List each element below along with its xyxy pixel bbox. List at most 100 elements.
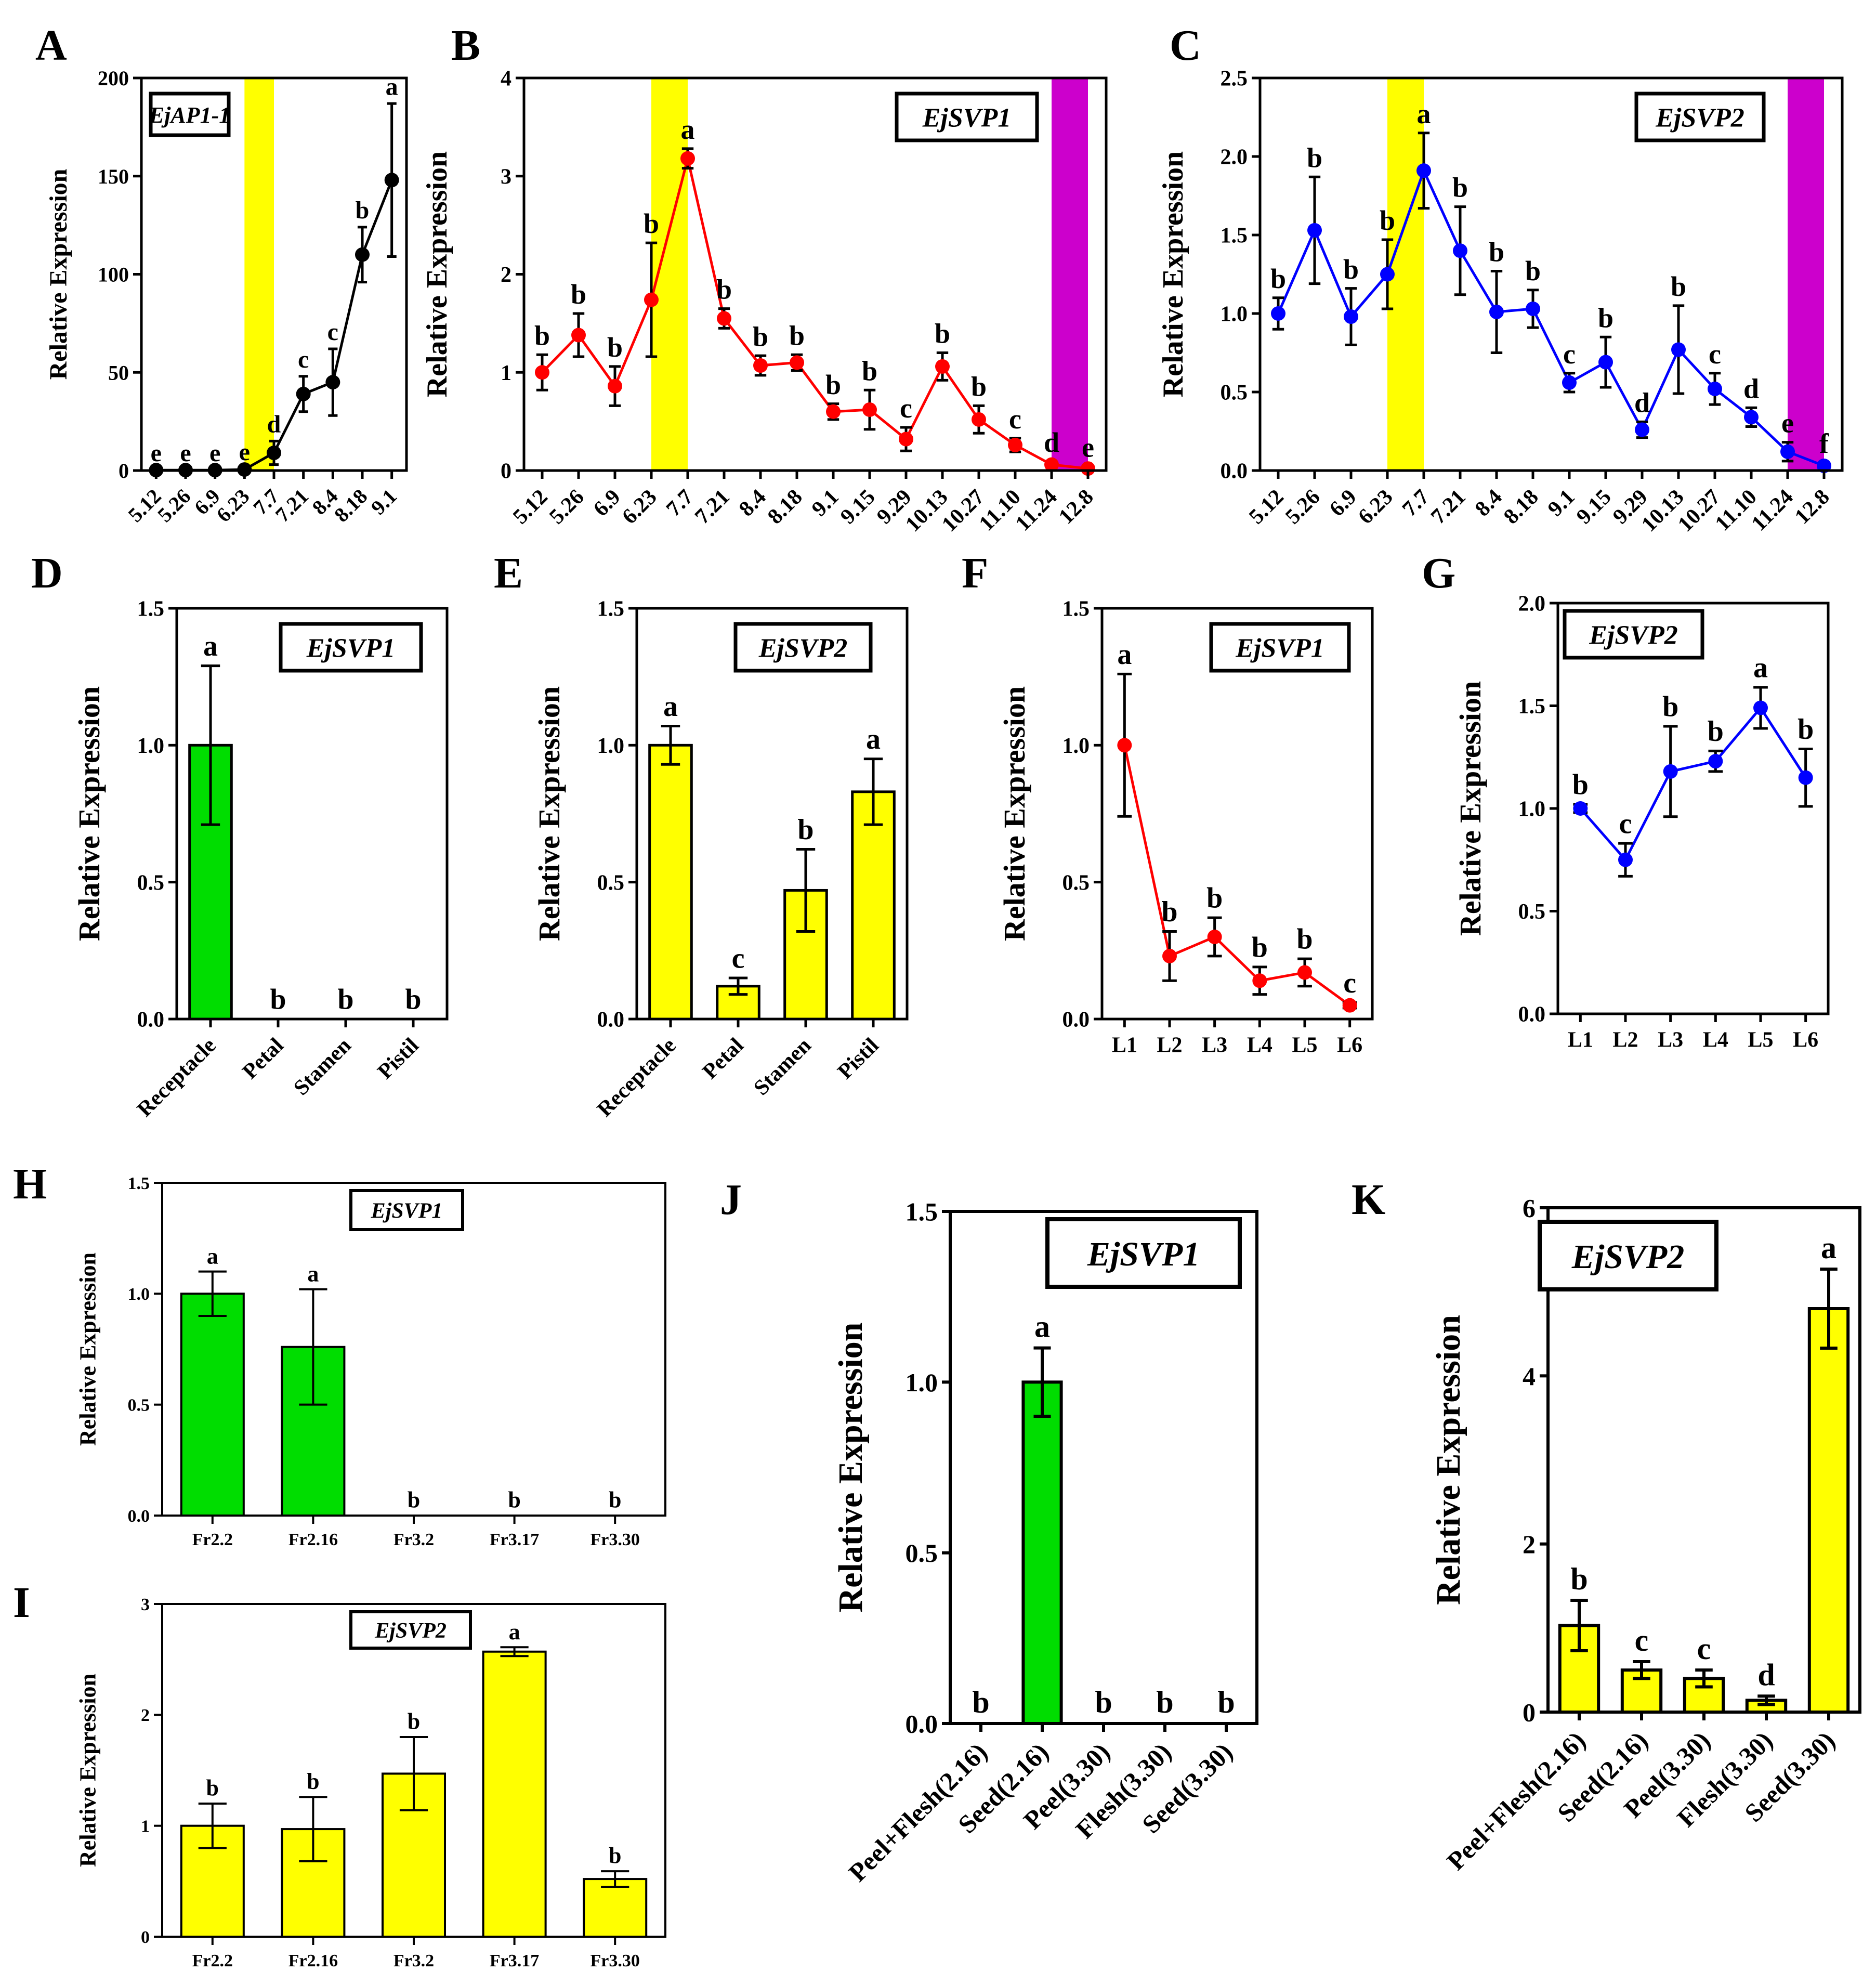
x-tick-label: 12.8 — [1054, 485, 1098, 529]
x-tick-label: 6.9 — [589, 485, 625, 521]
data-point — [1307, 223, 1322, 238]
significance-letter: a — [1417, 98, 1431, 129]
data-point — [972, 412, 986, 427]
y-tick-label: 1.5 — [1221, 224, 1248, 248]
x-tick-label: 10.13 — [901, 485, 952, 537]
data-point — [1663, 764, 1678, 779]
x-tick-label: Fr2.16 — [288, 1530, 338, 1549]
data-point — [608, 378, 622, 394]
y-tick-label: 1.0 — [597, 734, 625, 758]
significance-letter: b — [644, 208, 659, 239]
x-tick-label: 8.18 — [330, 485, 372, 527]
data-point — [790, 355, 804, 370]
y-tick-label: 1 — [141, 1817, 150, 1836]
significance-letter: b — [408, 1709, 420, 1734]
y-tick-label: 150 — [98, 165, 129, 188]
plot-frame — [1100, 607, 1374, 1021]
gene-title-text: EjSVP1 — [1235, 634, 1324, 663]
y-tick-label: 0.0 — [128, 1507, 150, 1526]
significance-letter: c — [327, 318, 338, 346]
y-tick-label: 2.5 — [1221, 67, 1248, 91]
y-tick-label: 0.0 — [906, 1709, 938, 1739]
significance-letter: b — [1798, 713, 1814, 746]
gene-title: EjSVP2 — [1634, 92, 1766, 142]
significance-letter: b — [1270, 263, 1286, 294]
x-tick-label: 10.13 — [1637, 485, 1688, 537]
significance-letter: a — [1034, 1310, 1050, 1344]
plot-frame — [175, 607, 449, 1021]
panel-H: a a b b b 0.0 0.5 1.0 1.5 Fr2.2 Fr2.16 Fr3.2 Fr3.17 F… — [13, 1160, 666, 1549]
x-tick-label: 6.23 — [618, 485, 661, 529]
x-tick-label: 7.21 — [271, 485, 313, 527]
data-point — [1753, 700, 1768, 715]
gene-title-text: EjSVP1 — [306, 634, 396, 663]
gene-title-text: EjSVP2 — [758, 634, 848, 663]
significance-letter: b — [356, 197, 370, 224]
significance-letter: b — [971, 371, 987, 402]
y-tick-label: 1.5 — [906, 1197, 938, 1226]
x-tick-label: Receptacle — [133, 1034, 220, 1121]
significance-letter: b — [1217, 1685, 1235, 1719]
significance-letter: d — [1634, 387, 1650, 418]
x-tick-label: 8.4 — [1471, 485, 1507, 521]
error-bar — [1633, 1660, 1650, 1680]
plot-frame — [635, 607, 909, 1021]
gene-title: EjSVP1 — [349, 1189, 464, 1231]
x-tick-label: Receptacle — [593, 1034, 680, 1121]
x-tick-label: 7.21 — [1426, 485, 1470, 529]
y-tick-label: 1.0 — [1518, 798, 1546, 821]
data-point — [1117, 738, 1132, 753]
x-tick-label: 9.15 — [836, 485, 880, 529]
gene-title: EjSVP2 — [733, 622, 873, 673]
y-tick-label: 0.0 — [137, 1008, 165, 1032]
panel-letter: A — [35, 21, 67, 70]
data-point — [717, 311, 731, 326]
x-tick-label: 10.27 — [1673, 485, 1725, 537]
x-tick-label: Fr3.17 — [490, 1530, 539, 1549]
bar — [180, 1293, 245, 1517]
y-axis-label: Relative Expression — [1429, 1315, 1467, 1605]
y-tick-label: 1.0 — [137, 734, 165, 758]
y-tick-label: 0.5 — [128, 1396, 150, 1415]
error-bar — [198, 1270, 227, 1317]
significance-letter: a — [866, 723, 881, 755]
y-tick-label: 0.0 — [1062, 1008, 1090, 1032]
x-tick-label: L3 — [1658, 1028, 1683, 1052]
data-point — [1162, 948, 1177, 963]
gene-title-text: EjSVP1 — [371, 1199, 443, 1223]
x-tick-label: L1 — [1112, 1034, 1137, 1058]
series-line — [1579, 706, 1807, 863]
x-tick-label: 5.26 — [153, 485, 195, 527]
y-axis-label: Relative Expression — [75, 1252, 101, 1446]
y-tick-label: 0 — [501, 460, 511, 484]
data-point — [325, 375, 340, 390]
y-tick-label: 2 — [501, 263, 511, 287]
significance-letter: b — [270, 983, 286, 1015]
x-tick-label: Fr3.2 — [393, 1530, 434, 1549]
error-bar — [1570, 1598, 1588, 1652]
x-tick-label: 9.1 — [807, 485, 844, 521]
significance-letter: b — [206, 1776, 219, 1801]
y-tick-label: 1.0 — [128, 1285, 150, 1304]
panel-D: a b b b 0.0 0.5 1.0 1.5 Receptacle Petal Stamen Pis… — [31, 549, 449, 1121]
x-tick-label: 11.24 — [1747, 485, 1798, 536]
significance-letter: c — [298, 346, 309, 373]
significance-letter: a — [307, 1261, 319, 1286]
x-tick-label: Fr3.30 — [591, 1951, 640, 1970]
x-tick-label: 11.10 — [975, 485, 1026, 536]
data-point — [384, 173, 399, 188]
significance-letter: c — [1697, 1631, 1711, 1666]
significance-letter: a — [207, 1243, 218, 1269]
y-axis-label: Relative Expression — [832, 1323, 870, 1613]
significance-letter: b — [405, 983, 421, 1015]
significance-letter: b — [1156, 1685, 1173, 1719]
data-point — [1297, 965, 1312, 980]
gene-title-text: EjSVP2 — [1589, 621, 1678, 650]
y-tick-label: 2 — [1523, 1530, 1536, 1559]
y-axis-label: Relative Expression — [72, 686, 106, 941]
error-bar — [1757, 1694, 1775, 1706]
bar — [851, 790, 896, 1021]
panel-A: e e e edccba0501001502005.125.266.96.237.77… — [35, 21, 408, 527]
x-tick-label: 8.18 — [763, 485, 807, 529]
